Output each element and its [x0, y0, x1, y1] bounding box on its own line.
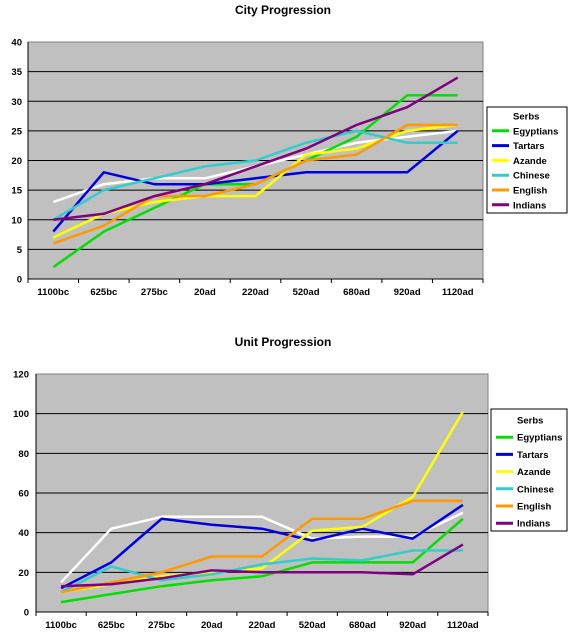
series-line-indians — [61, 543, 464, 588]
legend-label-tartars: Tartars — [513, 141, 545, 152]
chart-title: City Progression — [235, 3, 331, 17]
y-tick-label: 10 — [11, 215, 22, 226]
y-tick-label: 40 — [18, 528, 29, 539]
legend-label-tartars: Tartars — [517, 450, 549, 461]
x-tick-label: 1100bc — [37, 287, 69, 298]
y-tick-label: 0 — [24, 608, 29, 619]
x-tick-label: 275bc — [141, 287, 168, 298]
legend-label-egyptians: Egyptians — [513, 126, 558, 137]
legend-label-egyptians: Egyptians — [517, 433, 562, 444]
y-tick-label: 5 — [17, 245, 23, 256]
y-tick-label: 120 — [13, 370, 29, 381]
x-tick-label: 680ad — [343, 287, 370, 298]
y-tick-label: 20 — [18, 568, 29, 579]
x-tick-label: 625bc — [98, 620, 125, 631]
x-tick-label: 20ad — [194, 287, 216, 298]
y-tick-label: 20 — [11, 156, 22, 167]
x-tick-label: 275bc — [148, 620, 175, 631]
y-tick-label: 15 — [11, 186, 22, 197]
legend-label-chinese: Chinese — [517, 484, 554, 495]
legend-label-indians: Indians — [517, 519, 550, 530]
x-tick-label: 625bc — [90, 287, 117, 298]
series-line-serbs — [60, 511, 464, 584]
x-tick-label: 680ad — [349, 620, 376, 631]
legend-label-serbs: Serbs — [513, 112, 539, 123]
legend-box — [490, 408, 568, 532]
x-tick-label: 1100bc — [45, 620, 77, 631]
legend-label-azande: Azande — [513, 156, 547, 167]
legend-label-english: English — [517, 502, 552, 513]
legend-label-azande: Azande — [517, 467, 551, 478]
x-tick-label: 220ad — [242, 287, 269, 298]
unit-progression-chart: Unit Progression 0 20 40 60 80 100 120 1100bc 62… — [13, 335, 568, 631]
x-tick-label: 1120ad — [442, 287, 474, 298]
city-progression-chart: City Progression 0 5 10 15 20 25 30 35 40 1100bc 6… — [11, 3, 568, 298]
series-line-tartars — [60, 503, 464, 590]
legend-label-serbs: Serbs — [517, 416, 543, 427]
x-tick-label: 920ad — [394, 287, 421, 298]
series-line-indians — [53, 76, 459, 222]
x-tick-label: 20ad — [201, 620, 223, 631]
x-tick-label: 920ad — [399, 620, 426, 631]
y-tick-label: 60 — [18, 489, 29, 500]
legend-label-indians: Indians — [513, 200, 546, 211]
x-tick-label: 220ad — [249, 620, 276, 631]
series-line-chinese — [52, 129, 458, 221]
y-tick-label: 40 — [11, 38, 22, 49]
series-line-english — [52, 123, 458, 245]
y-tick-label: 80 — [18, 449, 29, 460]
series-line-chinese — [60, 549, 463, 594]
chart-title: Unit Progression — [235, 335, 332, 349]
legend-label-english: English — [513, 186, 548, 197]
legend-label-chinese: Chinese — [513, 171, 550, 182]
y-tick-label: 30 — [11, 97, 22, 108]
x-tick-label: 520ad — [299, 620, 326, 631]
x-tick-label: 520ad — [293, 287, 320, 298]
series-line-english — [60, 499, 463, 594]
y-tick-label: 0 — [17, 275, 22, 286]
series-line-azande — [52, 123, 458, 239]
y-tick-label: 35 — [11, 67, 22, 78]
series-line-egyptians — [60, 517, 464, 604]
series-line-tartars — [52, 129, 459, 233]
y-tick-label: 25 — [11, 126, 22, 137]
x-tick-label: 1120ad — [447, 620, 479, 631]
y-tick-label: 100 — [13, 409, 29, 420]
